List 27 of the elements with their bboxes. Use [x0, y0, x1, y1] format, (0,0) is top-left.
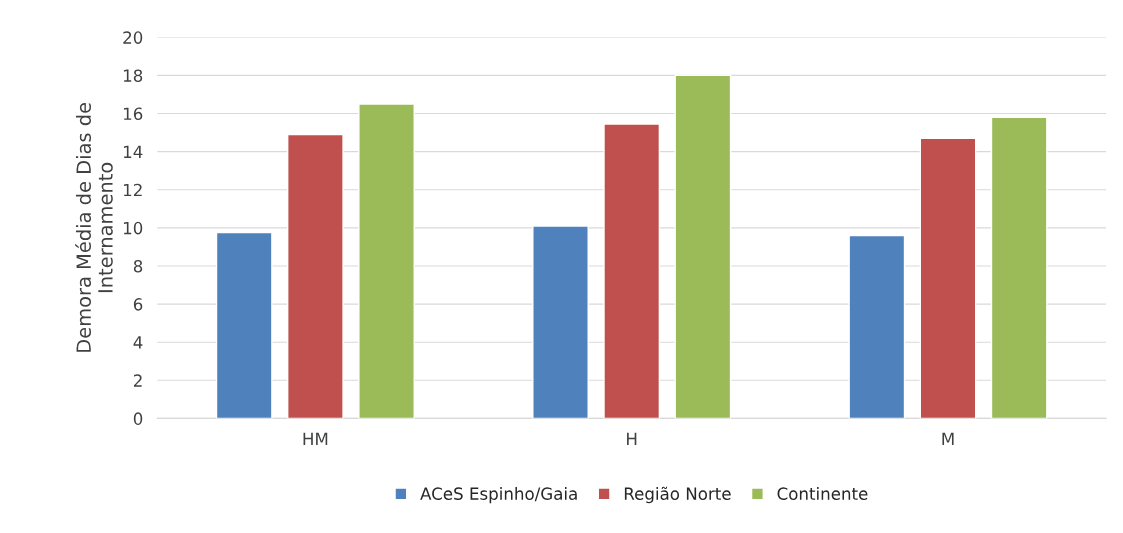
bar [358, 103, 415, 419]
y-tick-label: 18 [123, 69, 143, 82]
x-tick-label: M [942, 432, 954, 445]
y-tick-label: 4 [133, 336, 143, 349]
y-tick-label: 12 [123, 183, 142, 197]
bar [215, 231, 273, 419]
y-tick-label: 20 [123, 31, 143, 44]
y-axis-title: Demora Média de Dias de Internamento [75, 102, 113, 352]
y-tick-label: 0 [133, 412, 143, 425]
bar [532, 225, 589, 419]
legend-label: Continente [777, 487, 868, 500]
y-tick-label: 16 [123, 107, 143, 121]
bar [919, 137, 977, 419]
legend-label: Região Norte [624, 486, 731, 504]
y-tick-label: 14 [123, 145, 143, 158]
bar [287, 133, 344, 419]
y-tick-label: 6 [133, 298, 143, 311]
bar [990, 116, 1048, 419]
y-tick-label: 8 [133, 259, 143, 273]
x-tick-label: HM [303, 432, 328, 445]
bar [848, 234, 906, 419]
legend-label: ACeS Espinho/Gaia [420, 487, 577, 504]
y-tick-label: 2 [133, 374, 142, 387]
x-tick-label: H [627, 432, 637, 445]
bar [674, 74, 732, 419]
y-tick-label: 10 [123, 221, 143, 235]
bar [603, 123, 661, 419]
